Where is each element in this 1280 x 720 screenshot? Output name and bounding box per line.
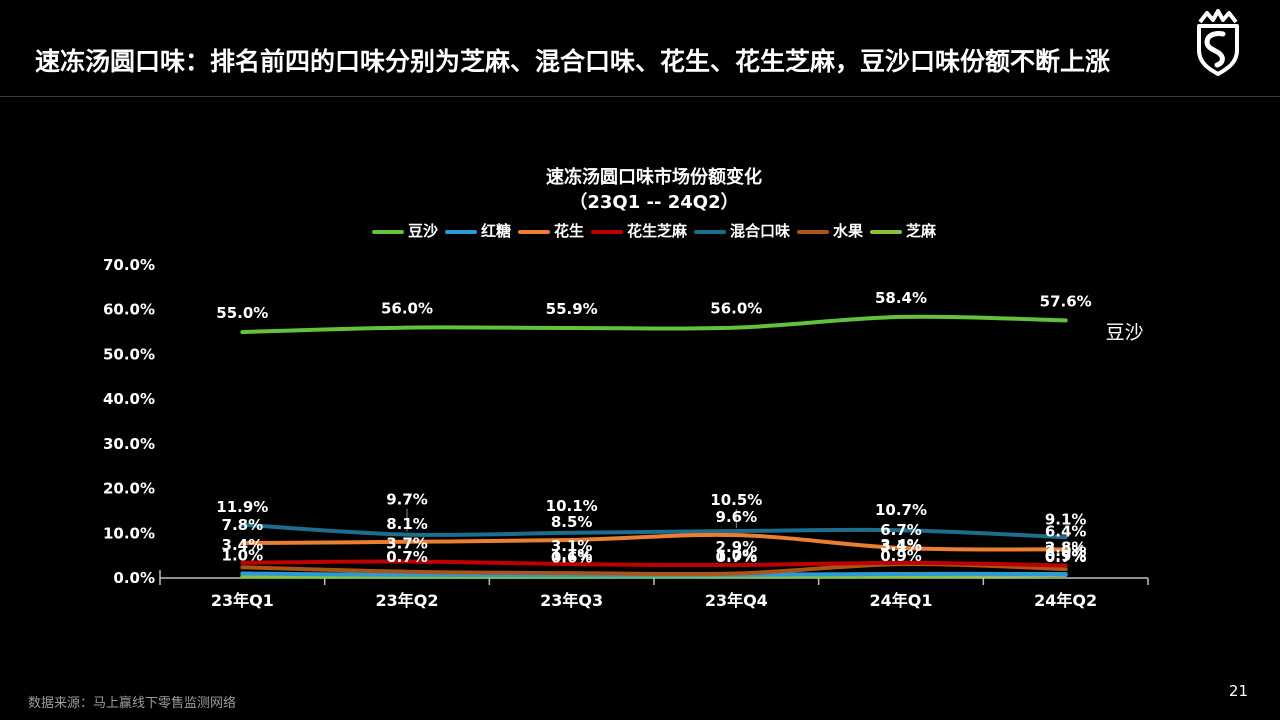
svg-text:57.6%: 57.6% bbox=[1040, 292, 1092, 310]
page-number: 21 bbox=[1228, 682, 1248, 700]
svg-text:23年Q4: 23年Q4 bbox=[705, 591, 768, 610]
svg-text:55.0%: 55.0% bbox=[216, 304, 268, 322]
legend-label: 红糖 bbox=[480, 222, 511, 240]
chart-subtitle: （23Q1 -- 24Q2） bbox=[569, 192, 739, 213]
svg-text:9.1%: 9.1% bbox=[1045, 510, 1087, 528]
svg-text:11.9%: 11.9% bbox=[216, 498, 268, 516]
svg-text:9.6%: 9.6% bbox=[716, 508, 758, 526]
svg-text:6.7%: 6.7% bbox=[880, 521, 922, 539]
legend-swatch-icon bbox=[797, 229, 830, 234]
svg-text:2.0%: 2.0% bbox=[1045, 542, 1087, 560]
legend-item-0: 豆沙 bbox=[371, 222, 438, 240]
svg-text:55.9%: 55.9% bbox=[546, 300, 598, 318]
svg-text:60.0%: 60.0% bbox=[103, 301, 155, 319]
svg-text:56.0%: 56.0% bbox=[381, 300, 433, 318]
svg-text:23年Q3: 23年Q3 bbox=[540, 591, 603, 610]
svg-text:0.7%: 0.7% bbox=[386, 548, 428, 566]
legend-label: 豆沙 bbox=[407, 222, 438, 240]
svg-text:30.0%: 30.0% bbox=[103, 435, 155, 453]
svg-text:8.1%: 8.1% bbox=[386, 515, 428, 533]
legend-label: 芝麻 bbox=[906, 222, 937, 240]
slide-title: 速冻汤圆口味：排名前四的口味分别为芝麻、混合口味、花生、花生芝麻，豆沙口味份额不… bbox=[35, 47, 1111, 76]
svg-text:豆沙: 豆沙 bbox=[1106, 321, 1144, 343]
chart-title: 速冻汤圆口味市场份额变化 bbox=[546, 167, 762, 188]
legend-item-6: 芝麻 bbox=[870, 224, 936, 239]
svg-text:6.4%: 6.4% bbox=[1045, 522, 1087, 540]
svg-text:3.4%: 3.4% bbox=[222, 536, 264, 554]
legend-item-5: 水果 bbox=[797, 224, 863, 239]
svg-text:7.8%: 7.8% bbox=[222, 516, 264, 534]
svg-text:2.9%: 2.9% bbox=[716, 538, 758, 556]
svg-text:0.9%: 0.9% bbox=[1045, 547, 1087, 565]
svg-text:1.1%: 1.1% bbox=[551, 546, 593, 564]
chart-legend: 豆沙 红糖 花生 花生芝麻 混合口味 水果 芝麻 bbox=[0, 224, 1280, 239]
svg-text:0.7%: 0.7% bbox=[716, 548, 758, 566]
legend-swatch-icon bbox=[590, 229, 623, 234]
legend-item-4: 混合口味 bbox=[694, 224, 790, 239]
svg-text:0.0%: 0.0% bbox=[113, 569, 155, 587]
svg-text:1.0%: 1.0% bbox=[222, 547, 264, 565]
data-source-note: 数据来源：马上赢线下零售监测网络 bbox=[28, 696, 237, 711]
svg-text:24年Q2: 24年Q2 bbox=[1034, 591, 1097, 610]
svg-text:2.8%: 2.8% bbox=[1045, 538, 1087, 556]
svg-text:23年Q2: 23年Q2 bbox=[375, 591, 438, 610]
svg-text:1.0%: 1.0% bbox=[716, 547, 758, 565]
legend-label: 花生芝麻 bbox=[626, 222, 687, 240]
svg-text:10.0%: 10.0% bbox=[103, 524, 155, 542]
svg-text:40.0%: 40.0% bbox=[103, 390, 155, 408]
svg-text:0.6%: 0.6% bbox=[551, 548, 593, 566]
svg-text:58.4%: 58.4% bbox=[875, 289, 927, 307]
svg-text:8.5%: 8.5% bbox=[551, 513, 593, 531]
svg-text:50.0%: 50.0% bbox=[103, 345, 155, 363]
svg-text:3.7%: 3.7% bbox=[386, 534, 428, 552]
svg-text:3.4%: 3.4% bbox=[880, 536, 922, 554]
header-bar: 速冻汤圆口味：排名前四的口味分别为芝麻、混合口味、花生、花生芝麻，豆沙口味份额不… bbox=[0, 0, 1280, 97]
legend-swatch-icon bbox=[870, 229, 903, 234]
legend-label: 花生 bbox=[553, 222, 584, 240]
legend-swatch-icon bbox=[694, 229, 726, 234]
svg-text:10.5%: 10.5% bbox=[710, 491, 762, 509]
legend-swatch-icon bbox=[517, 229, 550, 234]
legend-swatch-icon bbox=[371, 229, 404, 234]
svg-text:10.1%: 10.1% bbox=[546, 497, 598, 515]
svg-text:3.1%: 3.1% bbox=[551, 537, 593, 555]
svg-text:3.1%: 3.1% bbox=[880, 537, 922, 555]
svg-text:0.7%: 0.7% bbox=[1045, 548, 1087, 566]
svg-text:20.0%: 20.0% bbox=[103, 480, 155, 498]
svg-text:70.0%: 70.0% bbox=[103, 256, 155, 274]
legend-item-1: 红糖 bbox=[444, 222, 511, 240]
legend-label: 混合口味 bbox=[730, 222, 791, 240]
legend-label: 水果 bbox=[833, 222, 864, 240]
svg-text:24年Q1: 24年Q1 bbox=[869, 591, 932, 610]
shield-crown-logo-icon bbox=[1197, 9, 1239, 76]
legend-item-3: 花生芝麻 bbox=[590, 222, 687, 240]
svg-text:56.0%: 56.0% bbox=[710, 300, 762, 318]
svg-text:10.7%: 10.7% bbox=[875, 501, 927, 519]
svg-text:23年Q1: 23年Q1 bbox=[211, 591, 274, 610]
legend-item-2: 花生 bbox=[517, 222, 584, 240]
svg-text:9.7%: 9.7% bbox=[386, 491, 428, 509]
legend-swatch-icon bbox=[444, 229, 477, 234]
svg-text:0.9%: 0.9% bbox=[880, 547, 922, 565]
